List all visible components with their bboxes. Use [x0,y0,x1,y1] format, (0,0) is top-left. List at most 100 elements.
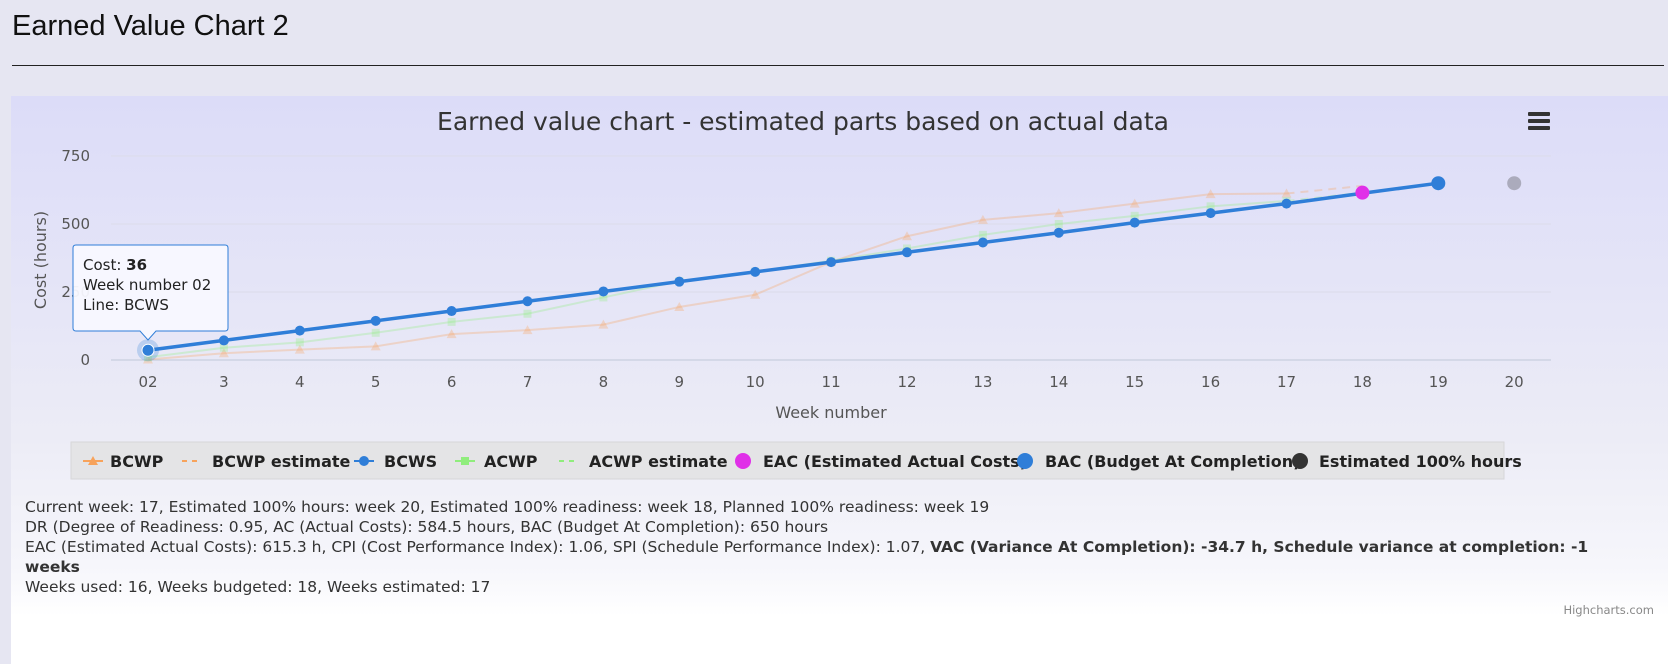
legend-label: BCWS [384,452,437,471]
series-eac-estimated-actual-costs [1355,185,1370,200]
legend-label: BCWP estimate [212,452,351,471]
legend-label: ACWP estimate [589,452,728,471]
menu-bar-icon [1528,112,1550,116]
x-tick-label: 6 [447,373,457,391]
legend-item-eac-estimated-actual-costs[interactable]: EAC (Estimated Actual Costs) [735,452,1027,471]
data-point [359,456,369,466]
series-line [1286,184,1363,195]
series-bcwp-estimate [1286,184,1363,195]
page-title: Earned Value Chart 2 [12,10,289,42]
x-tick-label: 18 [1353,373,1372,391]
y-tick-label: 500 [61,215,90,233]
x-tick-label: 4 [295,373,305,391]
data-point [902,231,912,241]
summary-line: DR (Degree of Readiness: 0.95, AC (Actua… [25,518,829,536]
tooltip-cost-label: Cost: [83,256,126,274]
tooltip-week: Week number 02 [83,276,211,294]
data-point [1205,208,1216,219]
y-tick-label: 0 [80,351,90,369]
tooltip-cost-value: 36 [126,256,147,274]
x-tick-label: 5 [371,373,381,391]
y-tick-label: 750 [61,147,90,165]
data-point [1130,211,1139,220]
data-point [523,309,532,318]
data-point [1054,220,1063,228]
tooltip-box [72,244,229,341]
tooltip-series: Line: BCWS [83,296,169,314]
x-tick-label: 12 [897,373,916,391]
data-point [143,354,153,364]
legend-item-bac-budget-at-completion[interactable]: BAC (Budget At Completion) [1017,452,1300,471]
tooltip: Cost: 36 Week number 02 Line: BCWS [72,244,229,362]
data-point [978,230,987,239]
title-divider [12,65,1664,66]
data-point [446,329,457,339]
data-point [598,319,609,329]
data-point [1281,188,1292,198]
data-point [674,276,685,287]
axes: 0250500750023456789101112131415161718192… [61,147,1523,391]
series-acwp [144,197,1291,362]
credits-link[interactable]: Highcharts.com [1563,603,1654,617]
menu-bar-icon [1528,126,1550,130]
legend-item-bcws[interactable]: BCWS [354,452,437,471]
summary-line: Weeks used: 16, Weeks budgeted: 18, Week… [25,578,491,596]
data-point [446,306,457,317]
x-tick-label: 17 [1277,373,1296,391]
x-tick-label: 11 [822,373,841,391]
data-point [1205,189,1216,199]
hovered-point [141,343,155,357]
legend-symbol [1292,453,1308,469]
series-bcws [143,178,1444,356]
x-tick-label: 20 [1505,373,1524,391]
data-point [294,344,305,354]
series-estimated-100-hours [1507,176,1522,191]
x-tick-label: 02 [138,373,157,391]
data-point [218,348,229,358]
x-tick-label: 8 [599,373,609,391]
data-point [674,301,685,311]
data-point [370,315,381,326]
data-point [1129,198,1140,208]
x-tick-label: 16 [1201,373,1220,391]
chart-panel: Earned value chart - estimated parts bas… [11,96,1668,664]
legend-item-acwp-estimate[interactable]: ACWP estimate [559,452,728,471]
legend-label: BAC (Budget At Completion) [1045,452,1300,471]
legend-symbol [1017,453,1033,469]
data-point [144,353,152,362]
legend-label: Estimated 100% hours [1319,452,1522,471]
legend-item-bcwp[interactable]: BCWP [83,452,164,471]
summary-line: Current week: 17, Estimated 100% hours: … [25,498,990,516]
summary-metrics: EAC (Estimated Actual Costs): 615.3 h, C… [25,538,931,556]
data-point [461,457,469,465]
data-point [1281,198,1292,209]
x-tick-label: 9 [675,373,685,391]
legend-label: ACWP [484,452,538,471]
legend: BCWP BCWP estimate BCWS ACWP ACWP estimate EA… [70,441,1522,480]
data-point [219,343,228,352]
data-point [294,325,305,336]
x-tick-label: 13 [973,373,992,391]
data-point [598,286,609,297]
data-point [522,325,533,335]
summary-variance: VAC (Variance At Completion): -34.7 h, S… [25,538,1589,576]
summary-line: EAC (Estimated Actual Costs): 615.3 h, C… [25,537,1645,577]
chart-menu-button[interactable] [1519,104,1557,138]
data-point [750,266,761,277]
chart-title: Earned value chart - estimated parts bas… [437,107,1169,136]
data-point [218,335,229,346]
data-point [1206,202,1215,211]
earned-value-chart: Earned value chart - estimated parts bas… [31,107,1551,480]
data-point [1053,208,1064,218]
data-point [295,338,304,347]
data-point [1129,217,1140,228]
legend-item-estimated-100-hours[interactable]: Estimated 100% hours [1292,452,1522,471]
legend-item-bcwp-estimate[interactable]: BCWP estimate [182,452,351,471]
grid-lines [111,155,1551,361]
tooltip-cost: Cost: 36 [83,256,147,274]
series-bac-budget-at-completion [1431,176,1446,191]
data-point [1355,185,1370,200]
data-point [522,296,533,307]
series-line [147,192,1287,361]
legend-item-acwp[interactable]: ACWP [455,452,538,471]
